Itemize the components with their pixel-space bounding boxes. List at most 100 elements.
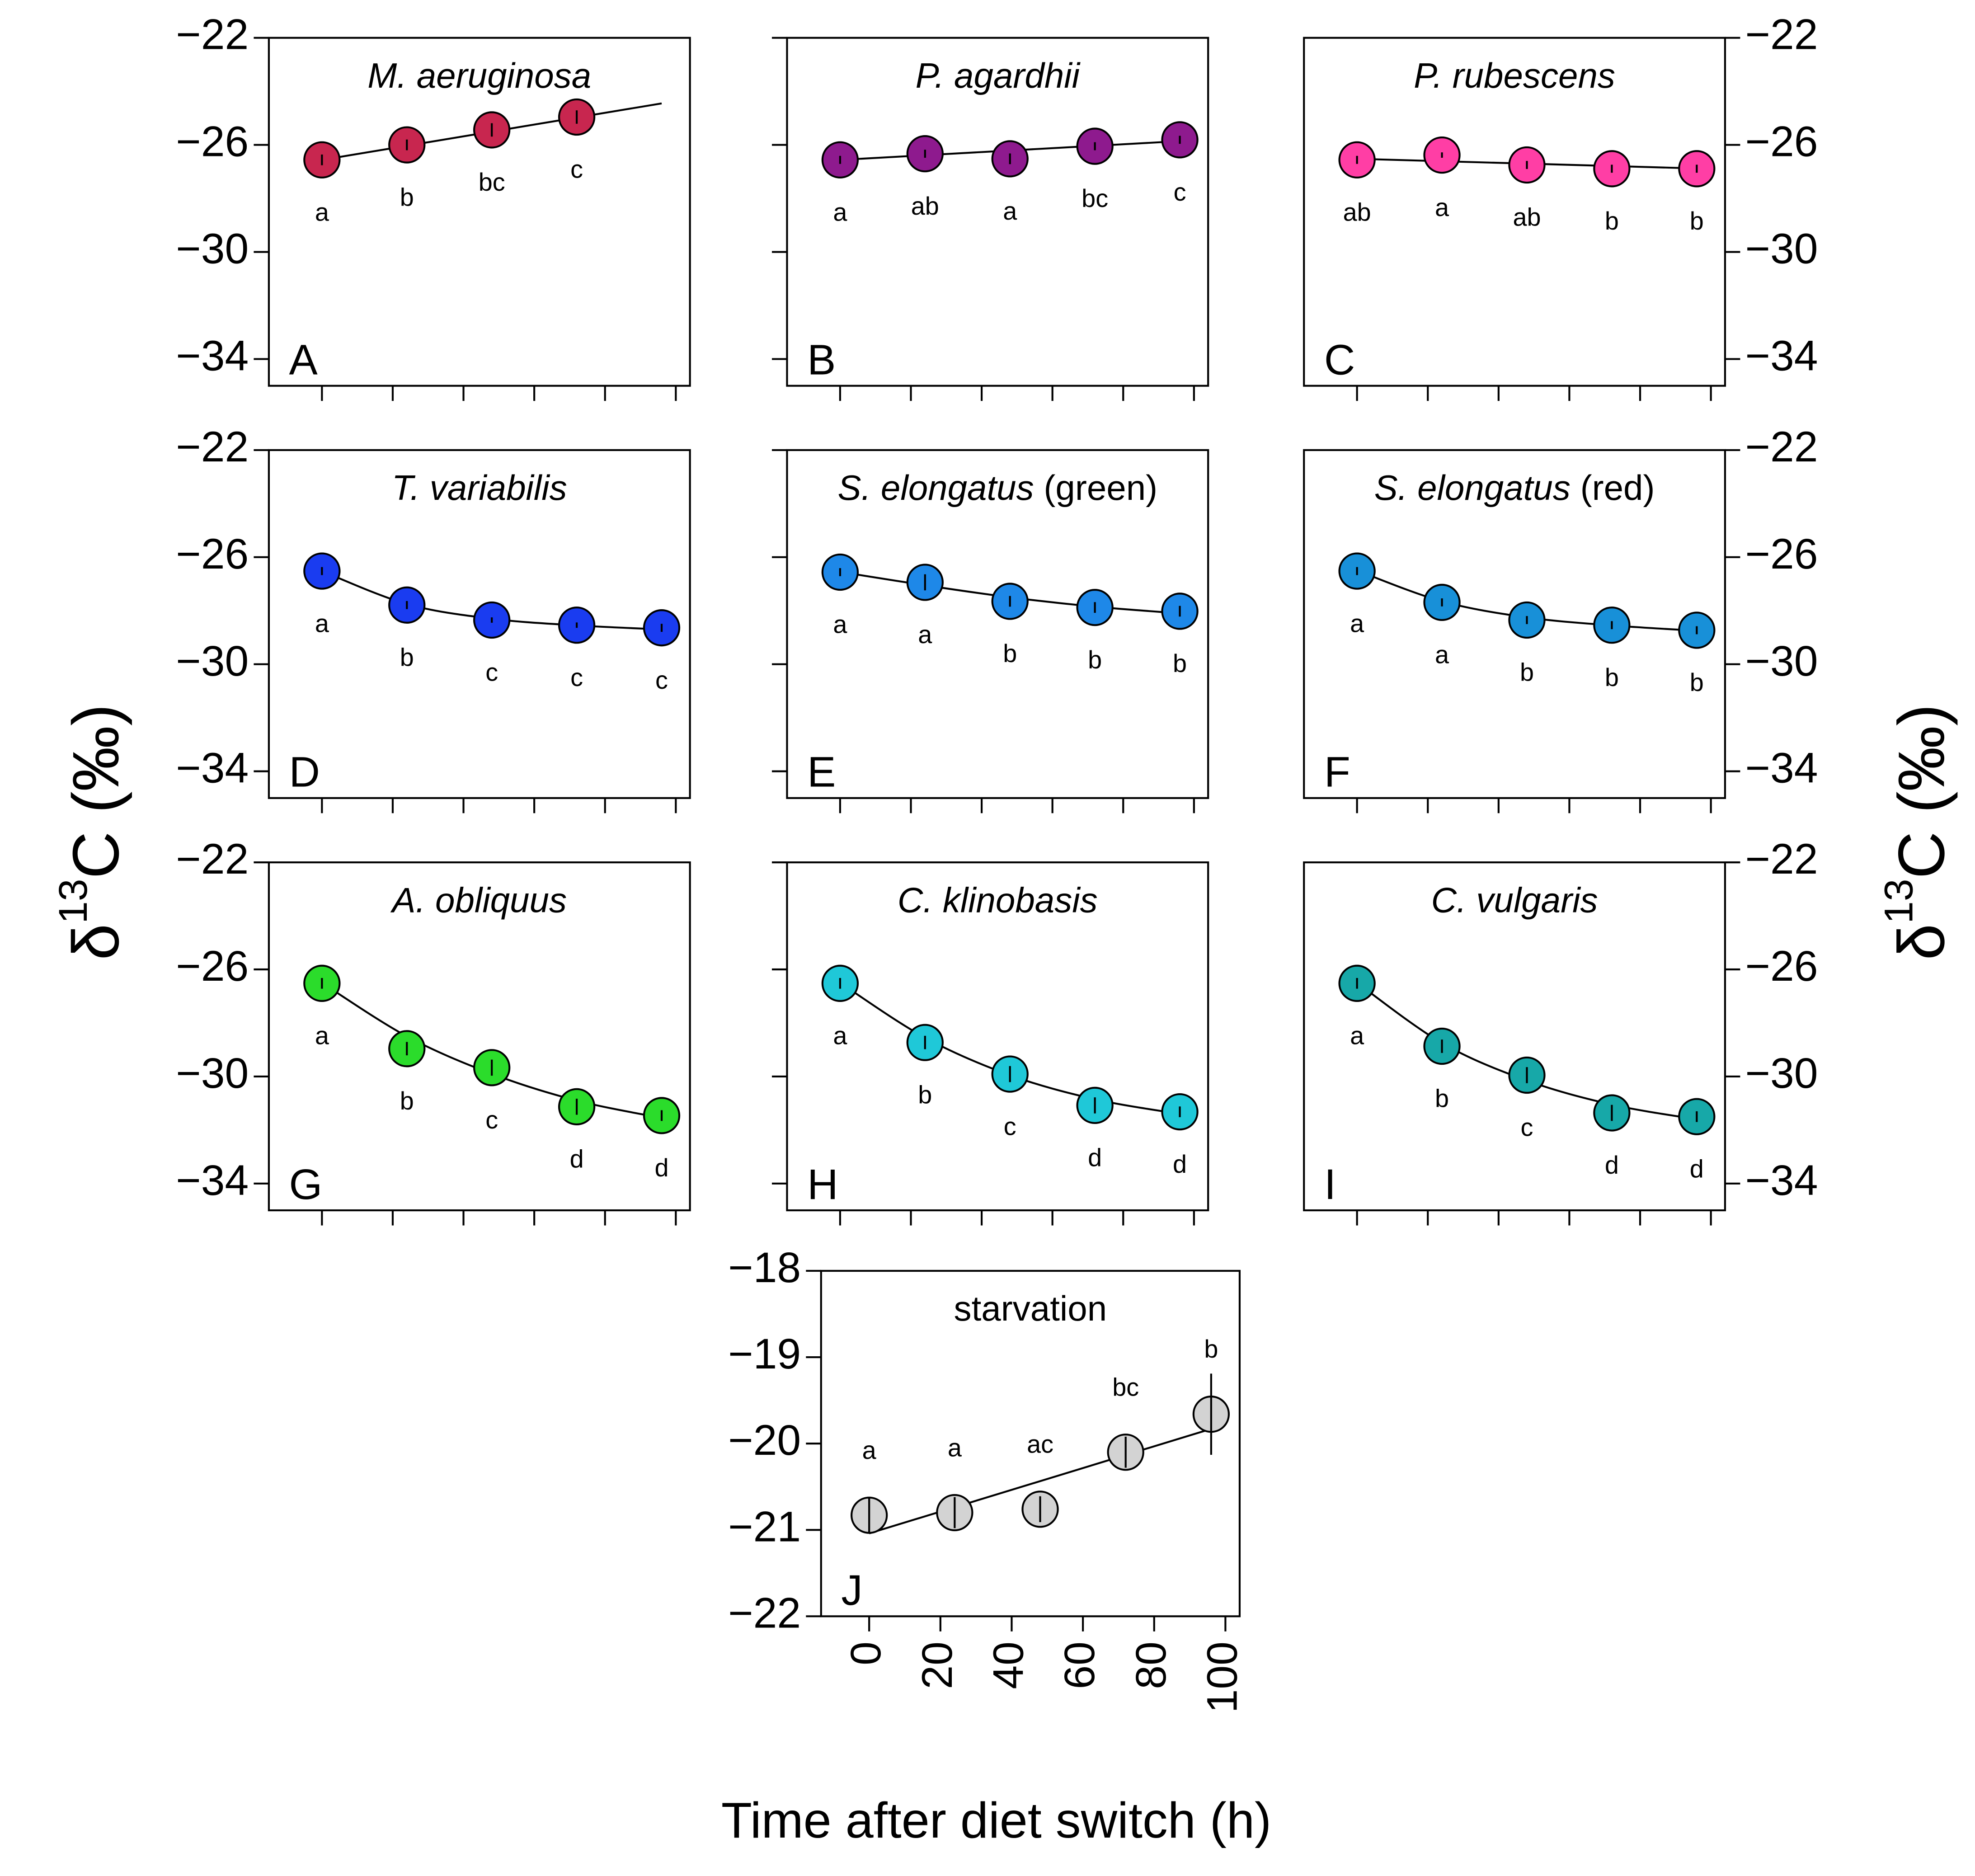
panel: −34 −30 −26 −22 a a b b b S. elongatus (red) F [1303, 423, 1818, 813]
significance-letter: d [1088, 1143, 1102, 1172]
significance-letter: b [400, 183, 414, 211]
y-label-superscript: 13 [1876, 879, 1921, 924]
panel-title: M. aeruginosa [367, 56, 591, 95]
panel-label: E [807, 748, 836, 796]
significance-letter: a [315, 197, 329, 226]
y-tick-label: −30 [176, 1049, 249, 1097]
y-axis-label-left: δ13C (‰) [50, 704, 133, 960]
significance-letter: a [948, 1433, 962, 1462]
y-label-rest: C (‰) [1885, 704, 1958, 879]
significance-letter: a [315, 609, 329, 637]
significance-letter: ac [1027, 1430, 1053, 1458]
y-tick-label: −18 [728, 1244, 801, 1292]
panel-title: P. rubescens [1414, 56, 1615, 95]
significance-letter: a [1350, 1021, 1364, 1050]
significance-letter: b [1204, 1335, 1218, 1363]
y-tick-label: −30 [1745, 637, 1818, 685]
y-tick-label: −34 [176, 1157, 249, 1204]
panel: −34 −30 −26 −22 ab a ab b b P. rubescens C [1303, 11, 1818, 401]
y-tick-label: −22 [1745, 423, 1818, 471]
significance-letter: a [1003, 197, 1017, 225]
y-tick-label: −26 [1745, 118, 1818, 166]
plot-frame [1303, 449, 1726, 799]
panel-label: J [841, 1566, 862, 1614]
y-tick-label: −26 [1745, 530, 1818, 578]
significance-letter: b [1435, 1084, 1449, 1113]
x-tick-label: 40 [985, 1641, 1033, 1689]
title-note: (green) [1044, 468, 1157, 508]
title-name: P. agardhii [916, 56, 1081, 95]
significance-letter: b [400, 643, 414, 672]
fit-line [869, 1428, 1212, 1534]
title-name: P. rubescens [1414, 56, 1615, 95]
title-name: C. klinobasis [898, 880, 1098, 920]
y-tick-label: −34 [176, 744, 249, 792]
plot-frame [268, 449, 691, 799]
panel-title: C. klinobasis [898, 880, 1098, 920]
significance-letter: d [570, 1145, 584, 1173]
plot-frame [786, 37, 1209, 387]
significance-letter: d [1690, 1154, 1704, 1183]
significance-letter: a [1435, 193, 1449, 221]
y-tick-label: −34 [1745, 1157, 1818, 1204]
significance-letter: c [1004, 1112, 1016, 1140]
y-tick-label: −26 [1745, 942, 1818, 990]
y-tick-label: −22 [728, 1589, 801, 1637]
x-tick-label: 80 [1127, 1641, 1175, 1689]
y-label-rest: C (‰) [59, 704, 132, 879]
title-name: S. elongatus [1374, 468, 1571, 508]
significance-letter: c [1174, 178, 1186, 206]
y-tick-label: −34 [1745, 332, 1818, 380]
y-tick-label: −30 [176, 637, 249, 685]
y-tick-label: −22 [176, 11, 249, 59]
y-tick-label: −21 [728, 1503, 801, 1551]
significance-letter: a [833, 610, 847, 639]
title-note: (red) [1580, 468, 1655, 508]
significance-letter: b [1690, 207, 1704, 235]
panel: a ab a bc c P. agardhii B [771, 37, 1209, 401]
significance-letter: bc [1112, 1373, 1139, 1401]
y-label-symbol: δ [59, 924, 132, 960]
x-tick-label: 20 [913, 1641, 961, 1689]
plot-frame [268, 37, 691, 387]
y-tick-label: −20 [728, 1416, 801, 1464]
panel-label: I [1324, 1161, 1336, 1208]
significance-letter: b [1088, 645, 1102, 674]
y-tick-label: −34 [176, 332, 249, 380]
significance-letter: b [400, 1086, 414, 1115]
significance-letter: bc [479, 168, 505, 196]
significance-letter: a [1435, 640, 1449, 669]
significance-letter: b [918, 1080, 932, 1109]
panel-label: G [289, 1161, 323, 1208]
significance-letter: ab [1343, 197, 1371, 226]
panel-label: A [289, 336, 318, 384]
significance-letter: c [485, 658, 498, 686]
significance-letter: a [833, 1021, 847, 1050]
y-tick-label: −26 [176, 118, 249, 166]
panel: a a b b b S. elongatus (green) E [771, 449, 1209, 813]
significance-letter: b [1605, 207, 1619, 235]
significance-letter: a [918, 620, 932, 649]
plot-frame [786, 861, 1209, 1212]
panel-title: starvation [954, 1288, 1107, 1328]
panel-label: B [807, 336, 836, 384]
significance-letter: a [315, 1021, 329, 1050]
significance-letter: c [1521, 1113, 1533, 1142]
panel-label: F [1324, 748, 1350, 796]
y-tick-label: −22 [176, 835, 249, 883]
plot-frame [1303, 37, 1726, 387]
panel: −34 −30 −26 −22 a b c c c T. variabilis D [176, 423, 691, 813]
panel: −34 −30 −26 −22 a b bc c M. aeruginosa A [176, 11, 691, 401]
panel-title: A. obliquus [390, 880, 567, 920]
title-name: T. variabilis [392, 468, 567, 508]
y-label-superscript: 13 [50, 879, 95, 924]
panel-title: C. vulgaris [1431, 880, 1598, 920]
y-tick-label: −26 [176, 530, 249, 578]
significance-letter: a [1350, 609, 1364, 637]
significance-letter: d [1605, 1151, 1619, 1179]
panel: 0 20 40 60 80 100 −22 −21 −20 −19 −18 a a ac bc b starva… [728, 1244, 1246, 1713]
significance-letter: a [833, 197, 847, 226]
plot-frame [268, 861, 691, 1212]
